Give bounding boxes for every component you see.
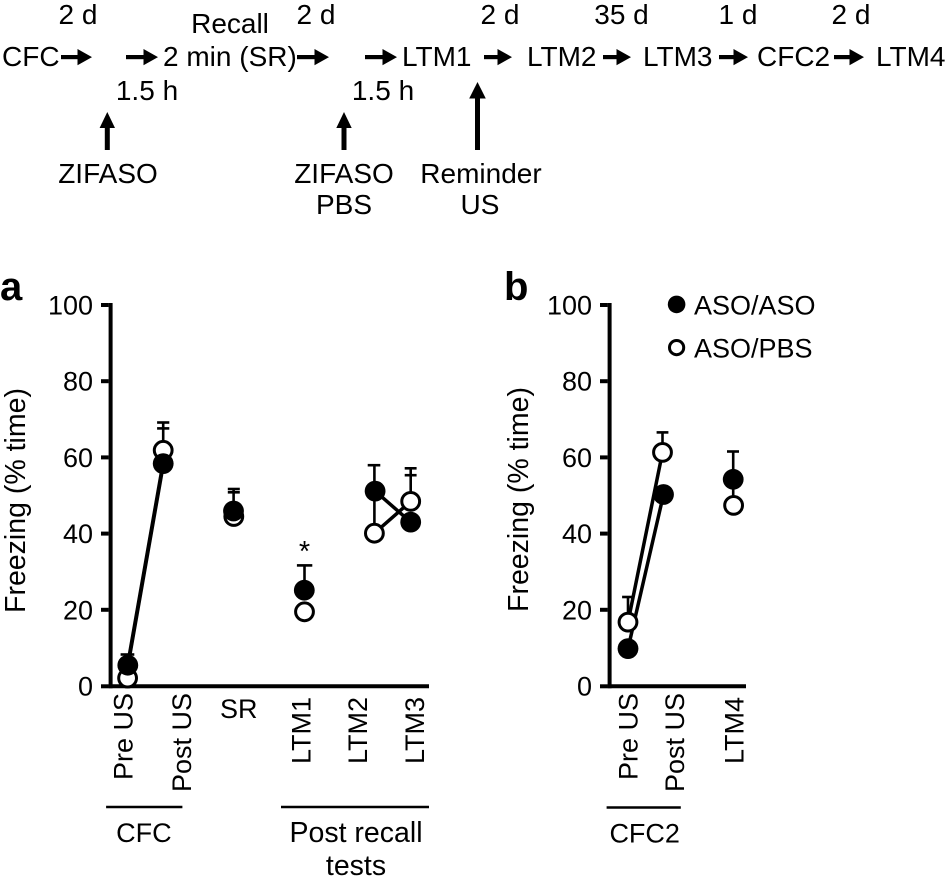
svg-text:LTM4: LTM4 xyxy=(876,41,946,72)
svg-text:ZIFASO: ZIFASO xyxy=(294,158,394,189)
svg-text:LTM2: LTM2 xyxy=(527,41,597,72)
svg-text:CFC: CFC xyxy=(116,818,172,848)
svg-text:100: 100 xyxy=(547,291,592,321)
svg-text:40: 40 xyxy=(63,519,93,549)
svg-text:ZIFASO: ZIFASO xyxy=(58,158,158,189)
svg-text:Recall: Recall xyxy=(191,8,269,39)
svg-text:1.5 h: 1.5 h xyxy=(116,75,178,106)
svg-text:Freezing (% time): Freezing (% time) xyxy=(0,388,32,613)
svg-text:0: 0 xyxy=(577,672,592,702)
svg-text:LTM1: LTM1 xyxy=(286,697,316,764)
svg-text:LTM3: LTM3 xyxy=(643,41,713,72)
svg-text:tests: tests xyxy=(326,850,386,881)
svg-text:60: 60 xyxy=(63,443,93,473)
svg-text:a: a xyxy=(0,265,23,309)
svg-text:1 d: 1 d xyxy=(719,0,758,30)
svg-text:SR: SR xyxy=(220,694,258,724)
svg-text:2 min (SR): 2 min (SR) xyxy=(163,41,297,72)
svg-text:1.5 h: 1.5 h xyxy=(352,75,414,106)
svg-text:CFC2: CFC2 xyxy=(609,819,680,849)
svg-text:*: * xyxy=(299,536,310,568)
svg-text:2 d: 2 d xyxy=(481,0,520,30)
svg-text:2 d: 2 d xyxy=(59,0,98,30)
svg-text:35 d: 35 d xyxy=(594,0,649,30)
svg-text:Post US: Post US xyxy=(660,693,690,792)
svg-text:LTM1: LTM1 xyxy=(402,41,472,72)
svg-text:LTM3: LTM3 xyxy=(400,697,430,764)
svg-text:20: 20 xyxy=(562,595,592,625)
svg-text:ASO/ASO: ASO/ASO xyxy=(694,291,816,321)
svg-text:0: 0 xyxy=(78,672,93,702)
svg-text:CFC2: CFC2 xyxy=(757,41,830,72)
svg-text:Pre US: Pre US xyxy=(614,693,644,780)
svg-text:Post US: Post US xyxy=(167,693,197,792)
svg-text:PBS: PBS xyxy=(316,189,372,220)
svg-text:2 d: 2 d xyxy=(297,0,336,30)
svg-text:LTM4: LTM4 xyxy=(719,697,749,764)
svg-text:LTM2: LTM2 xyxy=(343,697,373,764)
svg-text:CFC: CFC xyxy=(2,41,60,72)
svg-text:60: 60 xyxy=(562,443,592,473)
svg-text:Reminder: Reminder xyxy=(420,158,541,189)
svg-text:100: 100 xyxy=(48,291,93,321)
svg-text:Pre US: Pre US xyxy=(109,693,139,780)
svg-text:2 d: 2 d xyxy=(832,0,871,30)
svg-text:ASO/PBS: ASO/PBS xyxy=(694,334,813,364)
svg-text:US: US xyxy=(461,189,500,220)
svg-text:80: 80 xyxy=(562,367,592,397)
svg-text:Freezing (% time): Freezing (% time) xyxy=(503,387,535,612)
svg-text:80: 80 xyxy=(63,367,93,397)
svg-text:Post recall: Post recall xyxy=(289,817,422,849)
svg-text:40: 40 xyxy=(562,519,592,549)
svg-text:20: 20 xyxy=(63,595,93,625)
svg-text:b: b xyxy=(504,265,528,309)
